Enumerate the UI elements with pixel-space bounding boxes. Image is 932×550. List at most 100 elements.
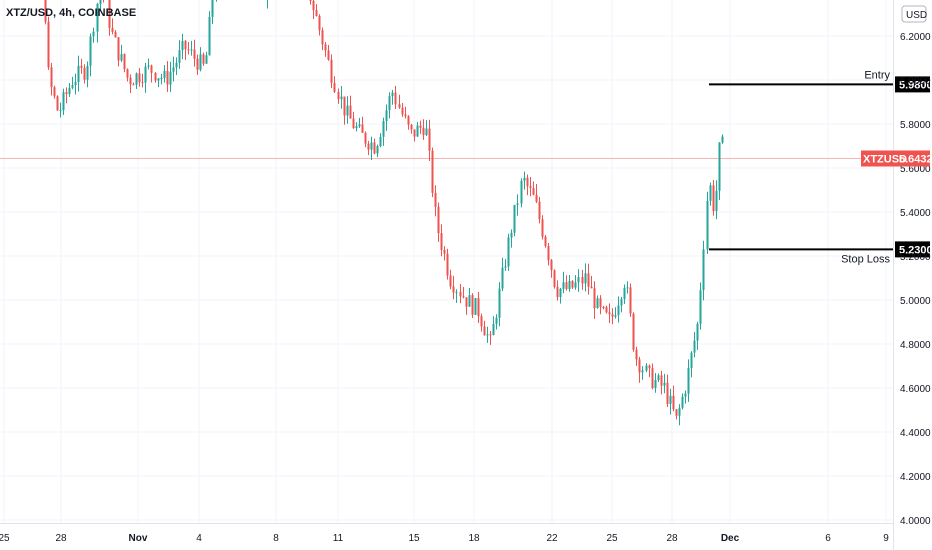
candle-body [169,71,172,85]
candle-body [358,124,361,127]
price-tick-label: 4.4000 [900,428,931,439]
candle-body [513,204,516,233]
candle-body [571,280,574,288]
candle-body [495,317,498,324]
grid [0,0,893,523]
candle-body [376,146,379,154]
candle-body [529,186,532,189]
candle-body [65,92,68,95]
candle-body [666,382,669,404]
candle-body [135,73,138,85]
candle-body [532,188,535,195]
candle-body [108,0,111,28]
candle-body [337,91,340,100]
level-label: Entry [864,69,890,81]
candle-body [498,288,501,318]
candle-body [651,368,654,389]
candle-body [92,31,95,37]
candle-body [440,233,443,250]
candle-body [672,395,675,410]
candle-body [175,62,178,68]
candle-body [343,96,346,116]
candle-body [681,396,684,408]
candle-body [504,266,507,268]
candle-body [428,128,431,151]
candle-body [147,65,150,67]
candle-body [99,0,102,4]
candle-body [154,72,157,81]
time-tick-label: 6 [825,533,831,544]
price-tick-label: 6.0000 [900,76,931,87]
candle-body [77,65,80,83]
candle-body [50,67,53,88]
candle-body [431,150,434,193]
candle-body [596,298,599,309]
candle-body [699,290,702,324]
time-tick-label: 18 [468,533,480,544]
currency-label: USD [906,10,927,21]
candle-body [629,287,632,314]
time-tick-label: 25 [0,533,10,544]
candle-body [367,143,370,150]
price-axis[interactable]: 7.40007.20007.00006.80006.60006.40006.20… [900,0,931,527]
candle-body [645,365,648,371]
candle-body [83,67,86,80]
candle-body [614,315,617,317]
candle-body [53,87,56,97]
time-tick-label: 28 [666,533,678,544]
currency-button[interactable]: USD [901,5,927,23]
candle-body [123,54,126,70]
candle-body [492,323,495,336]
candle-body [516,203,519,205]
candle-body [477,298,480,317]
price-tick-label: 6.2000 [900,32,931,43]
candle-body [318,15,321,31]
candle-body [556,286,559,298]
candle-body [199,54,202,70]
candle-body [523,177,526,181]
candle-body [553,270,556,287]
candle-body [333,83,336,92]
candle-body [443,249,446,254]
candle-body [617,305,620,316]
candle-body [547,246,550,261]
candle-body [413,129,416,137]
candle-body [581,277,584,284]
candle-body [111,27,114,32]
candle-body [550,260,553,271]
candle-body [196,58,199,70]
candle-body [574,282,577,288]
candle-body [446,253,449,276]
candle-body [593,288,596,309]
candle-body [638,359,641,373]
candle-body [648,365,651,369]
candle-body [437,206,440,234]
candle-body [419,125,422,128]
level-price-value: 5.2300 [899,244,932,256]
candle-body [141,82,144,84]
trade-levels[interactable]: Target 27.1400Target 16.4100Entry5.9800S… [709,0,932,265]
candle-body [602,306,605,308]
candles [44,0,724,426]
candle-body [501,267,504,289]
candle-body [172,67,175,72]
candle-body [181,40,184,51]
candle-body [56,96,59,111]
candle-body [434,192,437,207]
candle-body [74,82,77,86]
candle-body [321,30,324,45]
candle-body [455,291,458,293]
candle-body [208,16,211,56]
time-axis[interactable]: 25 28 Nov 4 8 11 15 18 22 25 28 Dec 6 9 [0,533,889,544]
price-tick-label: 5.0000 [900,296,931,307]
candle-body [562,282,565,289]
candle-body [355,126,358,129]
candle-body [312,0,315,11]
currency-button-bg[interactable] [901,5,927,23]
candle-body [474,298,477,315]
candle-body [410,124,413,130]
candle-body [452,286,455,293]
time-tick-label: 11 [333,533,344,544]
candle-body [480,316,483,327]
